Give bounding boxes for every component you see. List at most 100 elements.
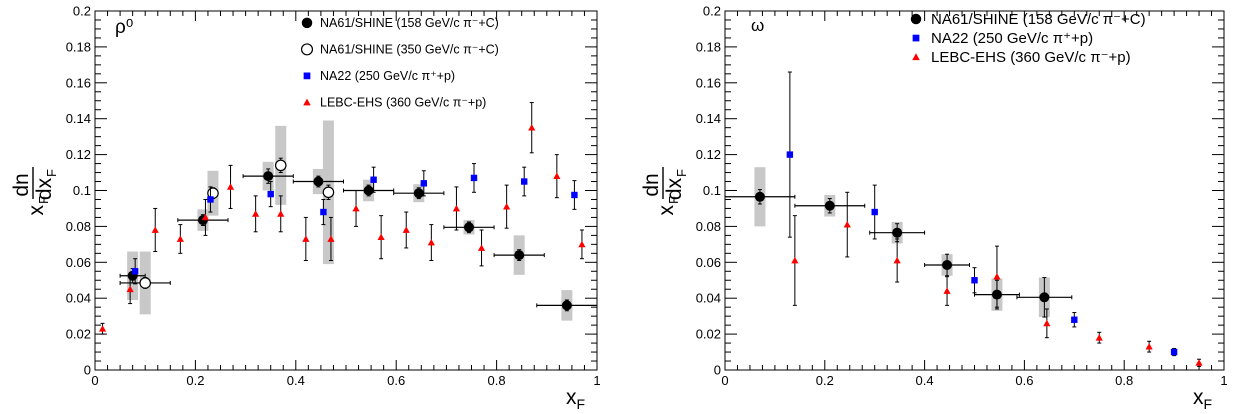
x-tick-label: 1: [593, 373, 600, 388]
data-point-triangle-19: [578, 240, 586, 248]
data-point-triangle-15: [477, 244, 486, 251]
data-point-open-circle-legend-1: [300, 43, 314, 56]
x-tick-label: 0.2: [186, 373, 204, 388]
y-axis-title-denominator-sub: F: [44, 169, 59, 177]
y-tick-label: 0.18: [66, 39, 91, 54]
data-point-square-6: [470, 174, 478, 182]
y-tick-label: 0.16: [696, 75, 721, 90]
data-point-filled-circle-6: [463, 222, 474, 233]
x-axis-title: xF: [566, 386, 585, 412]
panel-label: ρ⁰: [115, 17, 133, 38]
data-point-square-5: [420, 180, 428, 187]
data-point-filled-circle-2: [263, 171, 274, 182]
legend-entry-1: NA22 (250 GeV/c π⁺+p): [931, 30, 1093, 47]
y-axis-title-numerator: dn: [10, 173, 33, 196]
y-tick-label: 0.04: [696, 291, 721, 306]
data-point-square-3: [1071, 316, 1078, 323]
x-tick-label: 0.6: [387, 373, 405, 388]
y-axis-title-denominator: dx: [663, 177, 686, 200]
y-tick-label: 0.02: [66, 327, 91, 342]
series-0: [119, 168, 598, 312]
x-tick-label: 0.8: [488, 373, 506, 388]
x-tick-label: 0.6: [1015, 373, 1033, 388]
data-point-filled-circle-3: [942, 259, 953, 270]
data-point-filled-circle-2: [892, 227, 903, 238]
data-point-square-2: [267, 190, 274, 198]
data-point-filled-circle-legend-0: [910, 13, 922, 25]
data-point-square-8: [571, 191, 578, 199]
data-point-triangle-1: [126, 285, 134, 293]
data-point-triangle-9: [327, 235, 335, 242]
data-point-triangle-13: [427, 238, 435, 246]
y-tick-label: 0.12: [66, 147, 91, 162]
legend-entry-0: NA61/SHINE (158 GeV/c π⁻+C): [931, 11, 1146, 28]
legend-entry-0: NA61/SHINE (158 GeV/c π⁻+C): [320, 16, 499, 30]
series-1: [786, 71, 1178, 357]
data-point-triangle-2: [893, 256, 901, 264]
data-point-square-7: [521, 178, 528, 185]
y-tick-label: 0.06: [66, 255, 91, 270]
chart-panel-rho: 0 0.2 0.4 0.6 0.8 1 0 0.02 0.04 0.06 0.08 0.1 0.12 0.…: [10, 4, 601, 413]
data-point-filled-circle-legend-0: [301, 17, 313, 29]
data-point-triangle-11: [377, 233, 385, 241]
legend: NA61/SHINE (158 GeV/c π⁻+C) NA22 (250 GeV…: [910, 11, 1146, 66]
series-1: [119, 157, 335, 289]
y-axis-title-prefix-sub: F: [36, 196, 51, 204]
data-point-square-1: [871, 208, 878, 216]
data-point-square-2: [971, 277, 978, 284]
data-point-triangle-10: [352, 204, 360, 212]
y-tick-label: 0.14: [696, 111, 721, 126]
y-tick-label: 0.08: [696, 219, 721, 234]
chart-panel-omega: 0 0.2 0.4 0.6 0.8 1 0 0.02 0.04 0.06 0.08 0.1 0.12 0.…: [640, 4, 1228, 413]
data-point-filled-circle-1: [824, 200, 835, 211]
data-point-triangle-0: [791, 256, 799, 264]
data-point-filled-circle-4: [363, 185, 374, 196]
y-axis-title-prefix: x: [25, 205, 48, 216]
data-point-triangle-legend-3: [303, 98, 311, 106]
data-point-triangle-7: [277, 210, 285, 217]
legend-entry-2: NA22 (250 GeV/c π⁺+p): [320, 69, 455, 83]
y-tick-label: 0: [84, 363, 91, 378]
data-point-triangle-3: [176, 235, 184, 242]
x-axis-title-sub: F: [1203, 396, 1212, 412]
legend: NA61/SHINE (158 GeV/c π⁻+C) NA61/SHINE (3…: [300, 16, 499, 110]
data-point-square-0: [786, 151, 794, 158]
x-axis-title: xF: [1193, 386, 1212, 412]
data-point-square-3: [320, 208, 327, 216]
legend-entry-2: LEBC-EHS (360 GeV/c π⁻+p): [931, 49, 1131, 66]
y-tick-label: 0.16: [66, 75, 91, 90]
data-point-filled-circle-5: [1039, 292, 1050, 303]
data-point-triangle-7: [1145, 343, 1153, 350]
y-tick-label: 0.18: [696, 39, 721, 54]
y-tick-label: 0.12: [696, 147, 721, 162]
data-point-square-legend-1: [912, 34, 920, 42]
y-tick-label: 0: [714, 363, 721, 378]
data-point-triangle-14: [452, 204, 461, 212]
data-point-triangle-6: [252, 210, 260, 217]
y-axis-title-prefix: x: [655, 205, 678, 216]
data-point-filled-circle-3: [313, 176, 324, 187]
series-0: [724, 189, 1073, 318]
y-axis-title-prefix-sub: F: [666, 196, 681, 204]
series-3: [98, 102, 586, 335]
data-point-open-circle-2: [274, 159, 287, 172]
series-2: [791, 191, 1203, 367]
y-tick-label: 0.02: [696, 327, 721, 342]
x-axis-title-main: x: [566, 386, 577, 409]
data-point-square-1: [207, 196, 214, 203]
data-point-triangle-5: [226, 183, 235, 190]
y-tick-label: 0.04: [66, 291, 91, 306]
data-point-filled-circle-7: [514, 250, 525, 261]
data-point-filled-circle-0: [754, 191, 765, 202]
x-tick-label: 1: [1220, 373, 1227, 388]
data-point-triangle-16: [503, 203, 511, 210]
data-point-triangle-18: [553, 172, 561, 180]
data-point-triangle-6: [1095, 334, 1103, 341]
data-point-triangle-0: [98, 325, 107, 332]
data-point-open-circle-0: [139, 277, 151, 289]
y-tick-label: 0.2: [73, 4, 91, 19]
x-axis-title-main: x: [1193, 386, 1204, 409]
x-tick-label: 0: [91, 373, 98, 388]
